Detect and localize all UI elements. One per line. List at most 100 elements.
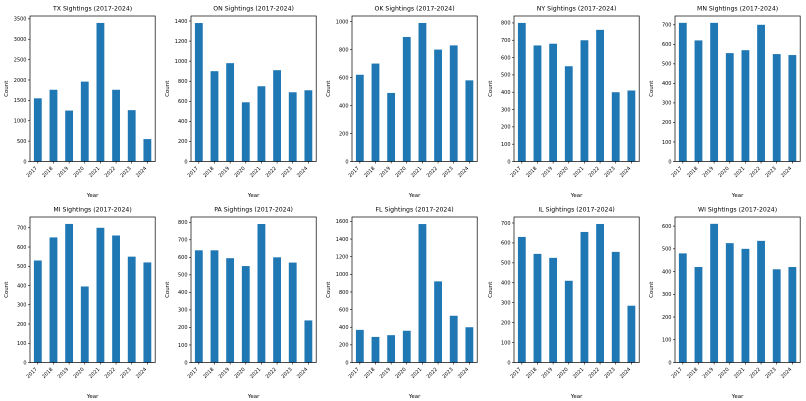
y-tick-label: 500 bbox=[501, 73, 511, 79]
y-axis-label: Count bbox=[488, 280, 494, 297]
chart-figure: WI Sightings (2017-2024) 0 100 200 300 400 500… bbox=[649, 206, 801, 399]
bar bbox=[226, 257, 235, 362]
y-tick-label: 3000 bbox=[14, 37, 27, 43]
y-tick-label: 600 bbox=[339, 75, 349, 81]
x-tick-label: 2021 bbox=[88, 166, 101, 179]
bar bbox=[772, 268, 781, 362]
bar bbox=[533, 253, 541, 362]
y-tick-label: 200 bbox=[339, 131, 349, 137]
bar bbox=[112, 234, 120, 362]
y-tick-label: 1000 bbox=[14, 119, 27, 125]
bar bbox=[257, 223, 266, 362]
bar bbox=[788, 266, 797, 362]
y-tick-label: 0 bbox=[185, 159, 188, 165]
plot-area bbox=[29, 15, 156, 162]
bar bbox=[741, 248, 750, 362]
y-tick-label: 1500 bbox=[14, 98, 27, 104]
chart-title: ON Sightings (2017-2024) bbox=[213, 6, 294, 13]
x-axis-label: Year bbox=[86, 193, 99, 199]
bar bbox=[143, 261, 152, 362]
bar bbox=[627, 305, 635, 362]
bar bbox=[580, 231, 588, 362]
bar bbox=[96, 227, 105, 362]
y-tick-label: 400 bbox=[501, 90, 511, 96]
y-tick-label: 700 bbox=[178, 237, 188, 243]
y-tick-label: 800 bbox=[339, 289, 349, 295]
y-tick-label: 800 bbox=[339, 47, 349, 53]
bar bbox=[450, 45, 459, 162]
plot-area bbox=[352, 15, 478, 162]
x-tick-label: 2020 bbox=[234, 166, 247, 179]
y-axis-label: Count bbox=[165, 80, 171, 97]
x-tick-label: 2018 bbox=[686, 166, 699, 179]
bar bbox=[434, 280, 443, 362]
bar bbox=[548, 257, 557, 362]
x-axis-label: Year bbox=[408, 394, 421, 400]
x-tick-label: 2020 bbox=[556, 366, 569, 379]
y-tick-label: 1000 bbox=[336, 19, 349, 25]
bar bbox=[257, 86, 266, 162]
x-axis-label: Year bbox=[569, 394, 582, 400]
y-tick-label: 600 bbox=[17, 244, 27, 250]
y-tick-label: 300 bbox=[662, 292, 672, 298]
bar bbox=[418, 22, 427, 162]
y-tick-label: 200 bbox=[339, 342, 349, 348]
chart-figure: NY Sightings (2017-2024) 0 100 200 300 400 500… bbox=[488, 6, 640, 199]
x-tick-label: 2017 bbox=[348, 366, 361, 379]
y-tick-label: 200 bbox=[501, 320, 511, 326]
x-tick-label: 2022 bbox=[587, 366, 600, 379]
x-tick-label: 2021 bbox=[572, 166, 585, 179]
x-tick-label: 2017 bbox=[509, 366, 522, 379]
x-tick-label: 2024 bbox=[457, 366, 470, 379]
x-tick-label: 2024 bbox=[619, 166, 632, 179]
y-tick-label: 800 bbox=[178, 79, 188, 85]
bar bbox=[517, 236, 526, 362]
bar bbox=[96, 22, 105, 162]
x-tick-label: 2019 bbox=[379, 366, 392, 379]
chart-figure: OK Sightings (2017-2024) 0 200 400 600 800 100… bbox=[326, 6, 478, 199]
x-tick-label: 2018 bbox=[686, 366, 699, 379]
y-tick-label: 1400 bbox=[175, 19, 188, 25]
bar bbox=[517, 22, 526, 162]
y-tick-label: 100 bbox=[178, 342, 188, 348]
x-tick-label: 2020 bbox=[556, 166, 569, 179]
bar bbox=[143, 139, 152, 162]
bar bbox=[33, 259, 42, 362]
chart-cell: PA Sightings (2017-2024) 0 100 200 300 400 500… bbox=[161, 201, 322, 401]
x-tick-label: 2024 bbox=[780, 366, 793, 379]
bar bbox=[112, 89, 120, 162]
x-axis-label: Year bbox=[247, 394, 260, 400]
bar bbox=[611, 251, 620, 362]
x-tick-label: 2021 bbox=[733, 166, 746, 179]
chart-cell: OK Sightings (2017-2024) 0 200 400 600 800 100… bbox=[322, 0, 483, 201]
x-tick-label: 2023 bbox=[764, 166, 777, 179]
x-tick-label: 2017 bbox=[26, 366, 39, 379]
x-tick-label: 2022 bbox=[104, 366, 117, 379]
x-tick-label: 2018 bbox=[41, 366, 54, 379]
x-tick-label: 2019 bbox=[218, 366, 231, 379]
y-tick-label: 800 bbox=[178, 220, 188, 226]
x-tick-label: 2023 bbox=[119, 166, 132, 179]
x-tick-label: 2018 bbox=[364, 166, 377, 179]
y-tick-label: 2000 bbox=[14, 78, 27, 84]
chart-title: WI Sightings (2017-2024) bbox=[698, 206, 777, 213]
bar bbox=[772, 54, 781, 162]
bar bbox=[371, 336, 380, 362]
bar bbox=[387, 334, 396, 362]
x-axis-label: Year bbox=[569, 193, 582, 199]
x-tick-label: 2021 bbox=[88, 366, 101, 379]
bar bbox=[127, 110, 136, 162]
y-tick-label: 400 bbox=[662, 269, 672, 275]
y-tick-label: 300 bbox=[17, 302, 27, 308]
x-axis-label: Year bbox=[731, 393, 744, 399]
chart-cell: NY Sightings (2017-2024) 0 100 200 300 400 500… bbox=[484, 0, 645, 201]
plot-area bbox=[513, 15, 640, 162]
y-tick-label: 0 bbox=[23, 159, 26, 165]
chart-figure: FL Sightings (2017-2024) 0 200 400 600 800 100… bbox=[326, 206, 478, 400]
bar bbox=[756, 24, 765, 162]
y-tick-label: 400 bbox=[178, 119, 188, 125]
bar bbox=[242, 265, 250, 362]
x-tick-label: 2022 bbox=[587, 166, 600, 179]
y-tick-label: 600 bbox=[178, 99, 188, 105]
